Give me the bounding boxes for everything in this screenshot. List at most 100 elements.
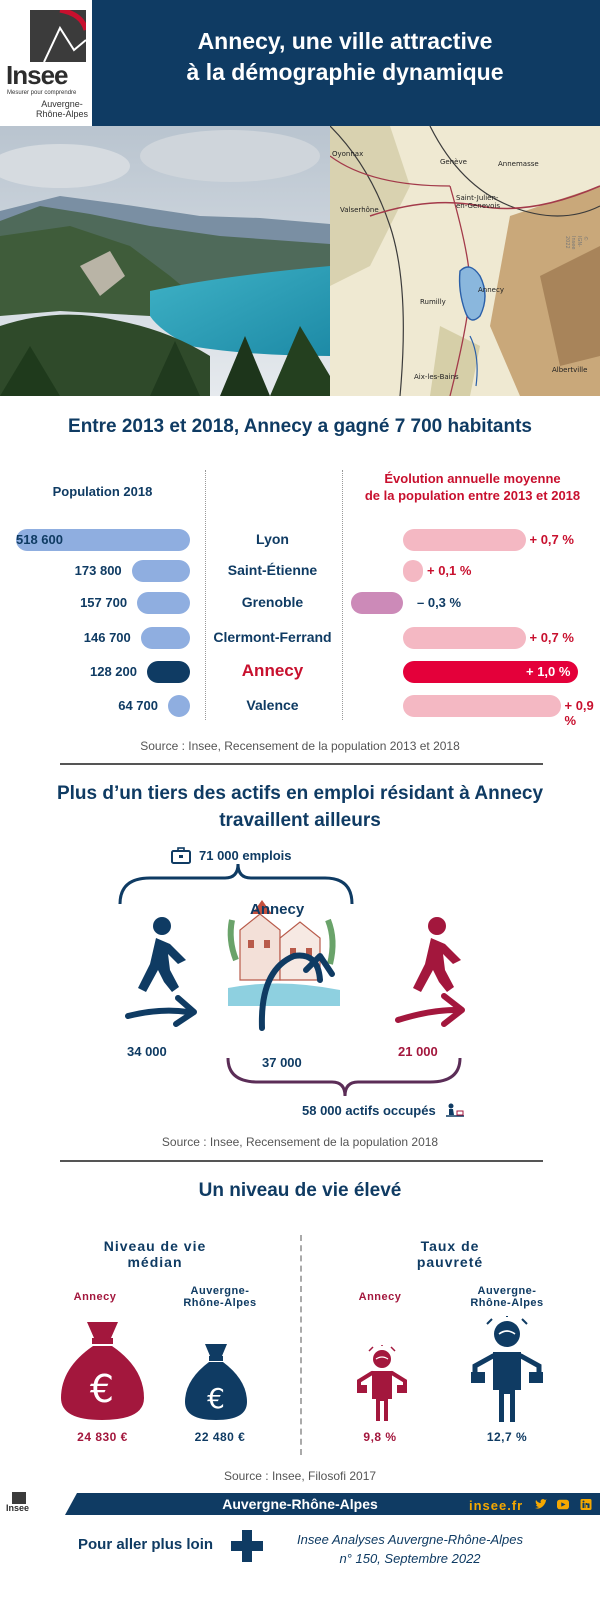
- plus-icon[interactable]: [231, 1530, 263, 1562]
- column-divider-right: [342, 470, 343, 720]
- map-place-albertville: Albertville: [552, 366, 588, 374]
- population-value: 64 700: [118, 698, 158, 713]
- median-header-line-1: Niveau de vie: [103, 1238, 207, 1254]
- poverty-annecy-value: 9,8 %: [363, 1430, 397, 1444]
- workers-count: 58 000 actifs occupés: [302, 1103, 436, 1118]
- map-place-rumilly: Rumilly: [420, 298, 446, 306]
- logo-region: Auvergne- Rhône-Alpes: [36, 99, 88, 119]
- map-place-aix: Aix-les-Bains: [414, 373, 459, 381]
- city-label: Annecy: [241, 661, 304, 680]
- living-title: Un niveau de vie élevé: [198, 1180, 402, 1201]
- svg-text:€: €: [207, 1382, 225, 1415]
- poverty-region-label-line-2: Rhône-Alpes: [470, 1297, 544, 1309]
- map-place-annemasse: Annemasse: [498, 160, 539, 168]
- city-label: Valence: [246, 697, 299, 713]
- city-label: Saint-Étienne: [227, 562, 318, 578]
- living-divider: [300, 1235, 302, 1455]
- commute-city: Annecy: [250, 901, 305, 918]
- map-place-st-julien-2: en-Genevois: [456, 202, 501, 210]
- footer-insee-logo[interactable]: Insee: [6, 1492, 60, 1518]
- city-label: Lyon: [256, 531, 289, 547]
- map-place-st-julien: Saint-Julien-: [456, 194, 499, 202]
- population-title: Entre 2013 et 2018, Annecy a gagné 7 700…: [68, 416, 532, 437]
- map-place-oyonnax: Oyonnax: [332, 150, 364, 158]
- logo-region-line-1: Auvergne-: [41, 99, 83, 109]
- incoming-walker-icon: [138, 917, 186, 992]
- linkedin-icon[interactable]: [580, 1499, 592, 1510]
- evolution-value: + 0,1 %: [427, 563, 472, 578]
- poverty-region-label-line-1: Auvergne-: [477, 1285, 537, 1297]
- evolution-bar: [403, 560, 423, 582]
- population-value: 146 700: [83, 630, 131, 645]
- population-bar: [146, 661, 190, 683]
- evolution-header: Évolution annuelle moyenne de la populat…: [350, 470, 595, 504]
- population-bar: [131, 560, 190, 582]
- evolution-value: + 0,9 %: [564, 698, 594, 728]
- evolution-header-line-2: de la population entre 2013 et 2018: [364, 488, 581, 503]
- median-header-line-2: médian: [127, 1254, 183, 1270]
- commute-diagram: [118, 863, 465, 1097]
- commute-source: Source : Insee, Recensement de la popula…: [161, 1135, 439, 1149]
- logo-mark: [30, 7, 89, 63]
- poverty-region-label: Auvergne- Rhône-Alpes: [457, 1285, 557, 1309]
- money-bag-region-icon: €: [185, 1344, 247, 1420]
- outgoing-walker-icon: [413, 917, 461, 992]
- population-value: 157 700: [80, 595, 128, 610]
- section-divider-1: [60, 763, 543, 765]
- lake-photo: [0, 126, 330, 396]
- map-place-geneve: Genève: [440, 158, 467, 166]
- population-value: 173 800: [74, 563, 122, 578]
- outgoing-count: 21 000: [398, 1044, 438, 1059]
- footer-region: Auvergne-Rhône-Alpes: [222, 1496, 378, 1512]
- median-annecy-label: Annecy: [73, 1291, 117, 1303]
- city-label: Clermont-Ferrand: [213, 629, 332, 645]
- living-source: Source : Insee, Filosofi 2017: [223, 1469, 377, 1483]
- population-bar: [16, 529, 190, 551]
- poverty-header-line-2: pauvreté: [416, 1254, 484, 1270]
- evolution-bar: [403, 627, 526, 649]
- evolution-value: – 0,3 %: [417, 595, 462, 610]
- evolution-bar: [403, 661, 578, 683]
- money-bag-annecy-icon: €: [61, 1322, 144, 1420]
- footer-logo-name: Insee: [6, 1503, 30, 1513]
- publication-reference[interactable]: Insee Analyses Auvergne-Rhône-Alpes n° 1…: [280, 1530, 540, 1568]
- population-header: Population 2018: [52, 484, 153, 499]
- logo-name: Insee: [6, 60, 68, 90]
- footer-band-notch: [65, 1493, 77, 1515]
- commute-title-line-1: Plus d’un tiers des actifs en emploi rés…: [56, 783, 544, 804]
- city-label: Grenoble: [241, 594, 304, 610]
- incoming-count: 34 000: [127, 1044, 167, 1059]
- youtube-icon[interactable]: [557, 1499, 569, 1510]
- population-value: 518 600: [16, 532, 63, 547]
- publication-title: Insee Analyses Auvergne-Rhône-Alpes: [297, 1532, 523, 1547]
- footer-site-link[interactable]: insee.fr: [469, 1498, 524, 1513]
- poor-person-annecy-icon: [357, 1345, 407, 1421]
- insee-logo[interactable]: Insee Mesurer pour comprendre Auvergne- …: [0, 0, 92, 126]
- poor-person-region-icon: [471, 1316, 543, 1422]
- evolution-value: + 0,7 %: [529, 630, 574, 645]
- svg-text:€: €: [90, 1367, 114, 1411]
- population-value: 128 200: [89, 664, 137, 679]
- map-place-valserhone: Valserhône: [340, 206, 379, 214]
- evolution-value: + 1,0 %: [526, 664, 571, 679]
- publication-number: n° 150, Septembre 2022: [339, 1551, 481, 1566]
- page-title: Annecy, une ville attractive à la démogr…: [110, 26, 580, 88]
- poverty-header-line-1: Taux de: [420, 1238, 480, 1254]
- median-annecy-value: 24 830 €: [77, 1430, 128, 1444]
- evolution-value: + 0,7 %: [529, 532, 574, 547]
- commute-title-line-2: travaillent ailleurs: [219, 810, 381, 831]
- evolution-bar: [350, 592, 403, 614]
- population-bar: [140, 627, 190, 649]
- jobs-count: 71 000 emplois: [199, 848, 292, 863]
- median-region-label-line-2: Rhône-Alpes: [183, 1297, 257, 1309]
- logo-tagline: Mesurer pour comprendre: [7, 90, 77, 96]
- page-title-line-2: à la démographie dynamique: [186, 59, 504, 85]
- column-divider-left: [205, 470, 206, 720]
- local-count: 37 000: [262, 1055, 302, 1070]
- worker-desk-icon: [446, 1103, 464, 1118]
- median-region-label-line-1: Auvergne-: [190, 1285, 250, 1297]
- median-header: Niveau de vie médian: [80, 1238, 230, 1270]
- median-region-value: 22 480 €: [194, 1430, 246, 1444]
- map-place-annecy: Annecy: [478, 286, 504, 294]
- twitter-icon[interactable]: [535, 1499, 547, 1510]
